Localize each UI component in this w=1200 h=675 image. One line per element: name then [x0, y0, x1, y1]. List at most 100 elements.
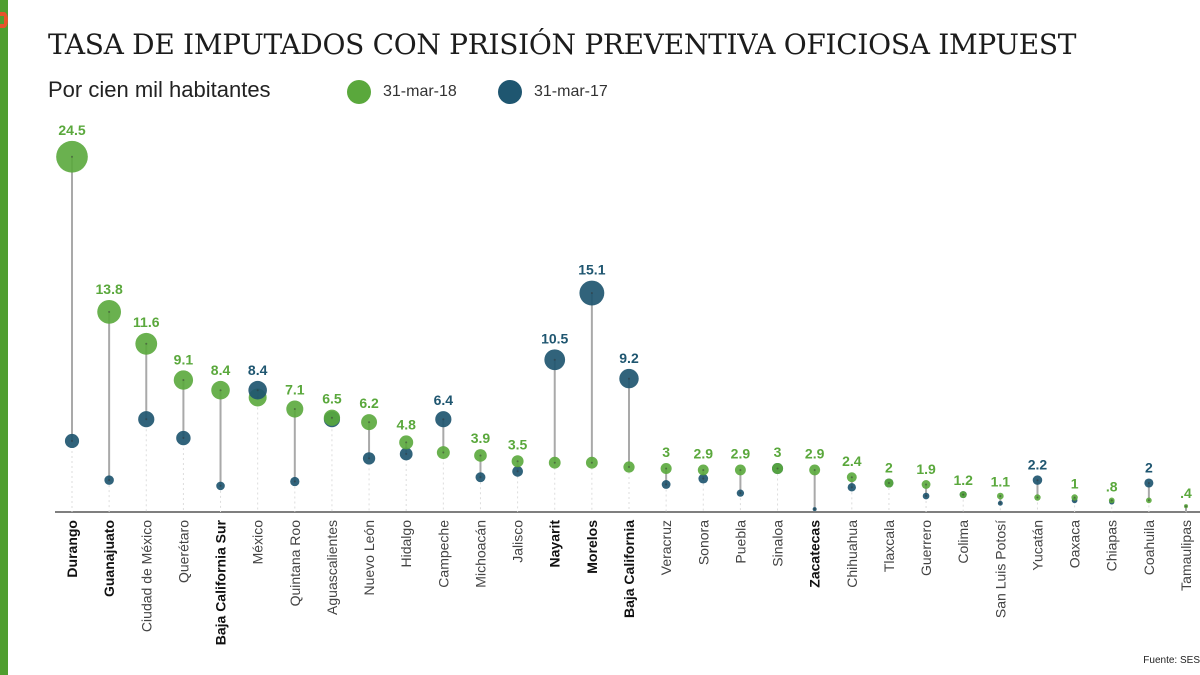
dot-center: [999, 502, 1002, 505]
legend-label-2018: 31-mar-18: [383, 83, 457, 100]
dot-center: [219, 389, 222, 392]
dot-center: [71, 439, 73, 442]
data-label: 2.2: [1028, 456, 1048, 472]
logo-mark: [0, 12, 8, 28]
dot-center: [479, 476, 482, 479]
data-label: 10.5: [541, 330, 568, 346]
data-label: 2.9: [694, 446, 714, 462]
category-label: Nayarit: [547, 520, 563, 568]
category-label: San Luis Potosí: [992, 520, 1008, 618]
category-label: Guanajuato: [101, 520, 117, 597]
data-label: 2: [1145, 459, 1153, 475]
category-label: Oaxaca: [1067, 520, 1083, 568]
legend-item-2018: 31-mar-18: [347, 80, 457, 104]
category-label: Hidalgo: [398, 520, 414, 568]
dot-center: [108, 310, 111, 313]
data-label: .8: [1106, 479, 1118, 495]
category-label: México: [250, 520, 266, 565]
data-label: 3: [774, 444, 782, 460]
category-label: Puebla: [732, 520, 748, 564]
dot-center: [256, 389, 259, 392]
category-label: Colima: [955, 520, 971, 564]
category-label: Morelos: [584, 520, 600, 574]
data-label: .4: [1180, 485, 1192, 501]
category-label: Jalisco: [510, 520, 526, 563]
data-label: 3.5: [508, 436, 528, 452]
category-label: Durango: [64, 520, 80, 578]
category-label: Quintana Roo: [287, 520, 303, 607]
category-label: Yucatán: [1029, 520, 1045, 571]
dot-center: [1073, 496, 1076, 499]
dot-center: [1185, 505, 1187, 508]
category-label: Veracruz: [658, 520, 674, 575]
data-label: 11.6: [133, 314, 160, 330]
legend-label-2017: 31-mar-17: [534, 83, 608, 100]
category-label: Campeche: [435, 520, 451, 588]
data-label: 9.1: [174, 351, 194, 367]
dot-center: [1147, 499, 1150, 502]
dot-center: [405, 441, 408, 444]
dot-center: [1036, 479, 1039, 482]
dot-center: [628, 377, 630, 380]
data-label: 3: [662, 444, 670, 460]
category-label: Ciudad de México: [138, 520, 154, 632]
legend-swatch-2018: [347, 80, 371, 104]
dot-center: [71, 155, 73, 158]
data-label: 3.9: [471, 430, 491, 446]
source-note: Fuente: SES: [1143, 655, 1200, 666]
category-label: Nuevo León: [361, 520, 377, 596]
category-label: Sinaloa: [770, 520, 786, 567]
data-label: 2.9: [731, 446, 751, 462]
dot-center: [850, 486, 853, 489]
dot-center: [665, 467, 668, 470]
dot-center: [962, 493, 965, 496]
category-label: Zacatecas: [807, 520, 823, 588]
data-label: 1.1: [991, 474, 1011, 490]
legend-item-2017: 31-mar-17: [498, 80, 608, 104]
data-label: 6.2: [359, 395, 379, 411]
dot-center: [702, 477, 705, 480]
data-label: 15.1: [578, 262, 605, 278]
dot-center: [739, 492, 742, 495]
dot-center: [999, 495, 1002, 498]
dot-center: [108, 479, 111, 482]
category-label: Aguascalientes: [324, 520, 340, 615]
data-label: 2.9: [805, 446, 825, 462]
dot-center: [1147, 482, 1150, 484]
category-label: Baja California: [621, 520, 637, 618]
data-label: 6.4: [434, 392, 454, 408]
dot-center: [182, 437, 185, 440]
category-label: Tlaxcala: [881, 520, 897, 572]
chart-title: TASA DE IMPUTADOS CON PRISIÓN PREVENTIVA…: [48, 28, 1077, 61]
data-label: 8.4: [248, 362, 268, 378]
dot-center: [590, 292, 593, 295]
dot-center: [442, 451, 445, 454]
category-label: Sonora: [695, 520, 711, 565]
data-label: 2.4: [842, 453, 862, 469]
category-label: Coahuila: [1141, 520, 1157, 575]
dot-center: [516, 470, 519, 473]
data-label: 9.2: [619, 350, 639, 366]
dot-center: [887, 482, 890, 484]
dot-center: [516, 460, 519, 463]
category-label: Chihuahua: [844, 520, 860, 588]
dot-center: [665, 483, 668, 486]
data-label: 6.5: [322, 391, 342, 407]
dot-center: [813, 468, 816, 471]
category-label: Querétaro: [175, 520, 191, 583]
dot-center: [813, 508, 816, 511]
data-label: 1.2: [953, 472, 973, 488]
data-label: 2: [885, 459, 893, 475]
dot-center: [628, 466, 630, 469]
dot-center: [405, 453, 408, 455]
dot-center: [925, 495, 928, 498]
dot-center: [442, 418, 445, 421]
dot-center: [850, 476, 853, 479]
dot-center: [182, 379, 185, 382]
legend-swatch-2017: [498, 80, 522, 104]
dot-center: [590, 461, 593, 464]
dot-center: [1036, 496, 1039, 499]
data-label: 7.1: [285, 382, 305, 398]
chart-subtitle: Por cien mil habitantes: [48, 77, 271, 102]
